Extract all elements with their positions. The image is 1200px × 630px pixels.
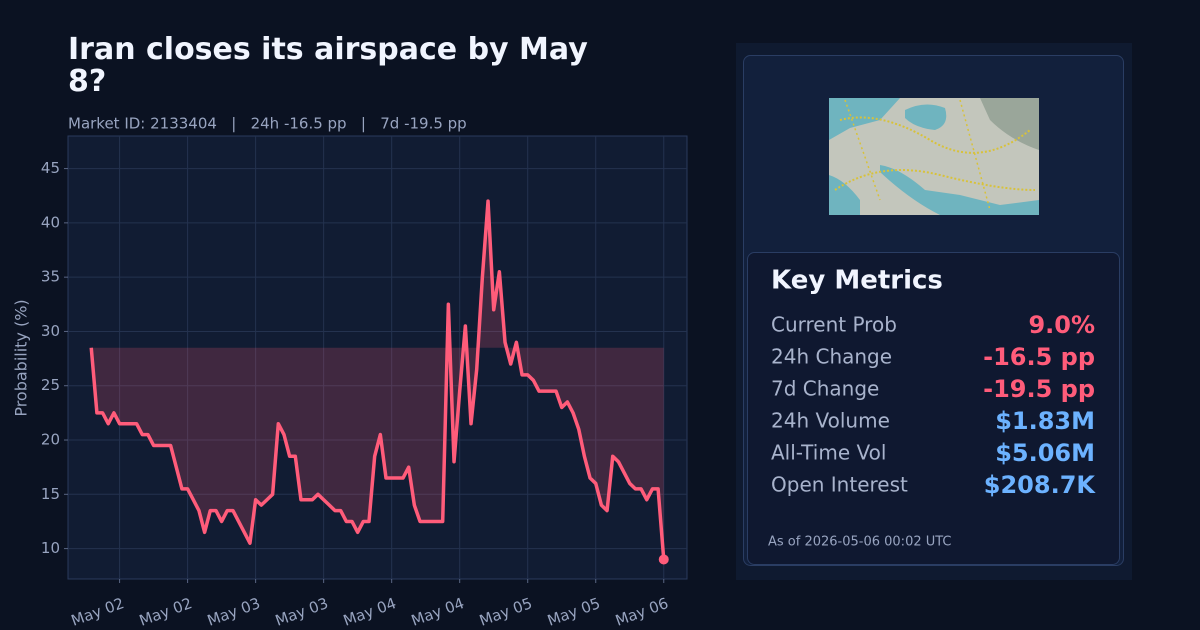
metric-label: Open Interest	[771, 473, 908, 497]
plot-area	[67, 135, 688, 580]
y-tick-label: 40	[41, 213, 60, 231]
y-tick-label: 45	[41, 159, 60, 177]
metric-label: 24h Change	[771, 345, 892, 369]
subtitle: Market ID: 2133404 | 24h -16.5 pp | 7d -…	[68, 115, 467, 133]
y-tick-label: 35	[41, 268, 60, 286]
x-tick-label: May 04	[409, 594, 467, 630]
area-fill	[91, 201, 664, 560]
x-tick-label: May 03	[273, 594, 331, 630]
metrics-list: Current Prob 9.0% 24h Change -16.5 pp 7d Cha…	[771, 311, 1096, 499]
y-tick-label: 10	[41, 539, 60, 557]
metric-value: -19.5 pp	[983, 375, 1095, 403]
x-tick-label: May 04	[341, 594, 399, 630]
metrics-title: Key Metrics	[771, 266, 943, 296]
metric-value: $1.83M	[995, 407, 1095, 435]
metric-value: 9.0%	[1028, 311, 1095, 339]
y-tick-label: 30	[41, 322, 60, 340]
metric-label: All-Time Vol	[771, 441, 886, 465]
metric-label: 7d Change	[771, 377, 879, 401]
y-tick-label: 25	[41, 376, 60, 394]
chart-title: Iran closes its airspace by May 8?	[68, 32, 588, 99]
metric-value: $208.7K	[984, 471, 1097, 499]
last-point	[658, 554, 669, 565]
timestamp: As of 2026-05-06 00:02 UTC	[768, 535, 952, 550]
x-tick-label: May 03	[205, 594, 263, 630]
x-tick-label: May 05	[545, 594, 603, 630]
series-line	[89, 199, 666, 560]
metrics-card	[747, 252, 1120, 565]
y-tick-label: 15	[41, 485, 60, 503]
y-tick-label: 20	[41, 431, 60, 449]
map-image	[829, 98, 1039, 215]
x-tick-label: May 02	[69, 594, 127, 630]
metric-label: 24h Volume	[771, 409, 890, 433]
metric-value: -16.5 pp	[983, 343, 1095, 371]
x-tick-label: May 02	[137, 594, 195, 630]
x-tick-label: May 06	[613, 594, 671, 630]
y-axis-label: Probability (%)	[12, 299, 31, 416]
metric-value: $5.06M	[995, 439, 1095, 467]
x-tick-label: May 05	[477, 594, 535, 630]
metric-label: Current Prob	[771, 313, 897, 337]
